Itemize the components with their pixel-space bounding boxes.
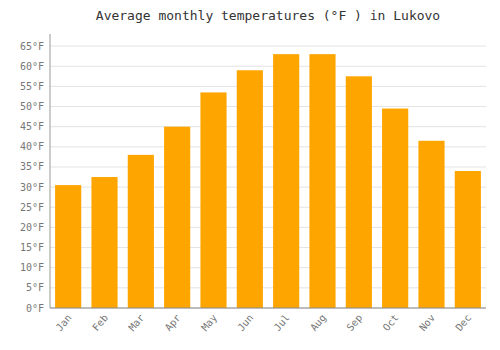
y-tick-label: 5°F: [26, 282, 44, 293]
x-tick-label: Aug: [308, 312, 328, 333]
grid-line: [50, 86, 486, 87]
y-tick-label: 0°F: [26, 303, 44, 314]
y-tick-label: 45°F: [20, 121, 44, 132]
y-tick-label: 30°F: [20, 182, 44, 193]
title: Average monthly temperatures (°F ) in Lu…: [96, 8, 440, 23]
x-tick-label: Jun: [235, 312, 255, 333]
chart-holder: Average monthly temperatures (°F ) in Lu…: [0, 0, 500, 350]
y-tick-label: 60°F: [20, 61, 44, 72]
x-tick-label: Oct: [381, 312, 401, 333]
bar: [128, 155, 154, 308]
y-tick-label: 40°F: [20, 141, 44, 152]
y-tick-label: 50°F: [20, 101, 44, 112]
y-tick-label: 55°F: [20, 81, 44, 92]
bar: [164, 127, 190, 308]
x-tick-label: Dec: [453, 312, 473, 333]
y-axis-line: [50, 34, 51, 308]
bar: [418, 141, 444, 308]
bar: [55, 185, 81, 308]
chart: Average monthly temperatures (°F ) in Lu…: [0, 0, 500, 350]
bar: [346, 76, 372, 308]
grid-line: [50, 308, 486, 309]
bar: [237, 70, 263, 308]
y-tick-label: 25°F: [20, 202, 44, 213]
x-tick-label: Feb: [90, 312, 110, 333]
grid-line: [50, 66, 486, 67]
x-tick-label: Nov: [417, 312, 437, 333]
x-tick-label: Jan: [54, 312, 74, 333]
grid-line: [50, 46, 486, 47]
x-tick-label: May: [199, 312, 219, 333]
x-tick-label: Apr: [163, 312, 183, 333]
bar: [309, 54, 335, 308]
x-tick-label: Sep: [344, 312, 364, 333]
y-tick-labels: 0°F 5°F 10°F 15°F 20°F 25°F 30°F 35°F 40°F 45°F 50…: [20, 41, 44, 314]
bar: [273, 54, 299, 308]
y-tick-label: 10°F: [20, 262, 44, 273]
y-tick-label: 15°F: [20, 242, 44, 253]
bar: [455, 171, 481, 308]
x-tick-labels: Jan Feb Mar Apr May Jun Jul Aug Sep Oct Nov Dec: [54, 312, 474, 333]
x-tick-label: Mar: [126, 312, 146, 333]
y-tick-label: 35°F: [20, 161, 44, 172]
x-axis-line: [50, 308, 486, 309]
y-tick-label: 20°F: [20, 222, 44, 233]
y-tick-label: 65°F: [20, 41, 44, 52]
bar: [382, 109, 408, 308]
grid-line: [50, 126, 486, 127]
grid-line: [50, 106, 486, 107]
bar: [200, 92, 226, 308]
grid: [50, 46, 486, 308]
bars: [55, 54, 481, 308]
x-tick-label: Jul: [272, 312, 292, 333]
bar: [91, 177, 117, 308]
